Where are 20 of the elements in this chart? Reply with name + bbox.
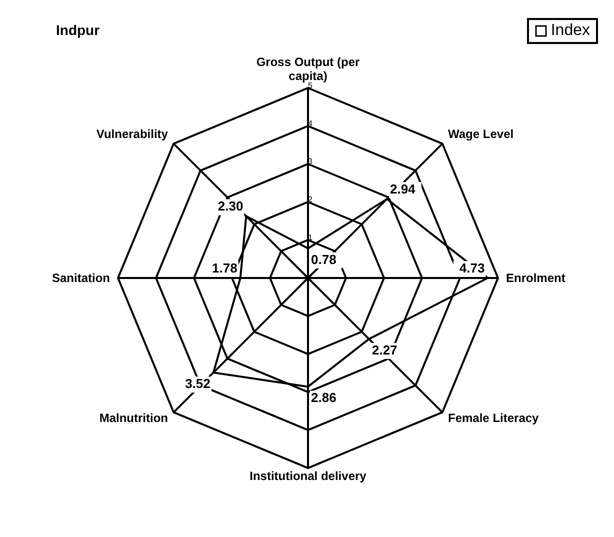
text: 2.27 <box>372 342 398 358</box>
spoke-label: Sanitation <box>52 271 110 285</box>
chart-title: Indpur <box>56 22 100 38</box>
text: 1.78 <box>212 260 238 276</box>
spoke-label: Institutional delivery <box>250 469 367 483</box>
text: 2.30 <box>218 198 244 214</box>
text: 2.94 <box>390 181 416 196</box>
spoke-label: Vulnerability <box>96 126 168 141</box>
spoke-label: Wage Level <box>448 126 514 141</box>
text: 4.73 <box>459 260 485 276</box>
spoke-label: Gross Output (per capita) <box>256 55 360 83</box>
text: 2.86 <box>311 390 336 406</box>
spoke-label: Enrolment <box>506 271 566 285</box>
spoke-label: Malnutrition <box>99 411 168 426</box>
legend-label: Index <box>550 22 590 40</box>
y-tick-label: 5 <box>308 81 313 90</box>
y-tick-label: 1 <box>308 233 313 242</box>
text: 0.78 <box>311 252 336 267</box>
text: 3.52 <box>185 376 210 392</box>
spoke-label: Female Literacy <box>448 411 540 426</box>
